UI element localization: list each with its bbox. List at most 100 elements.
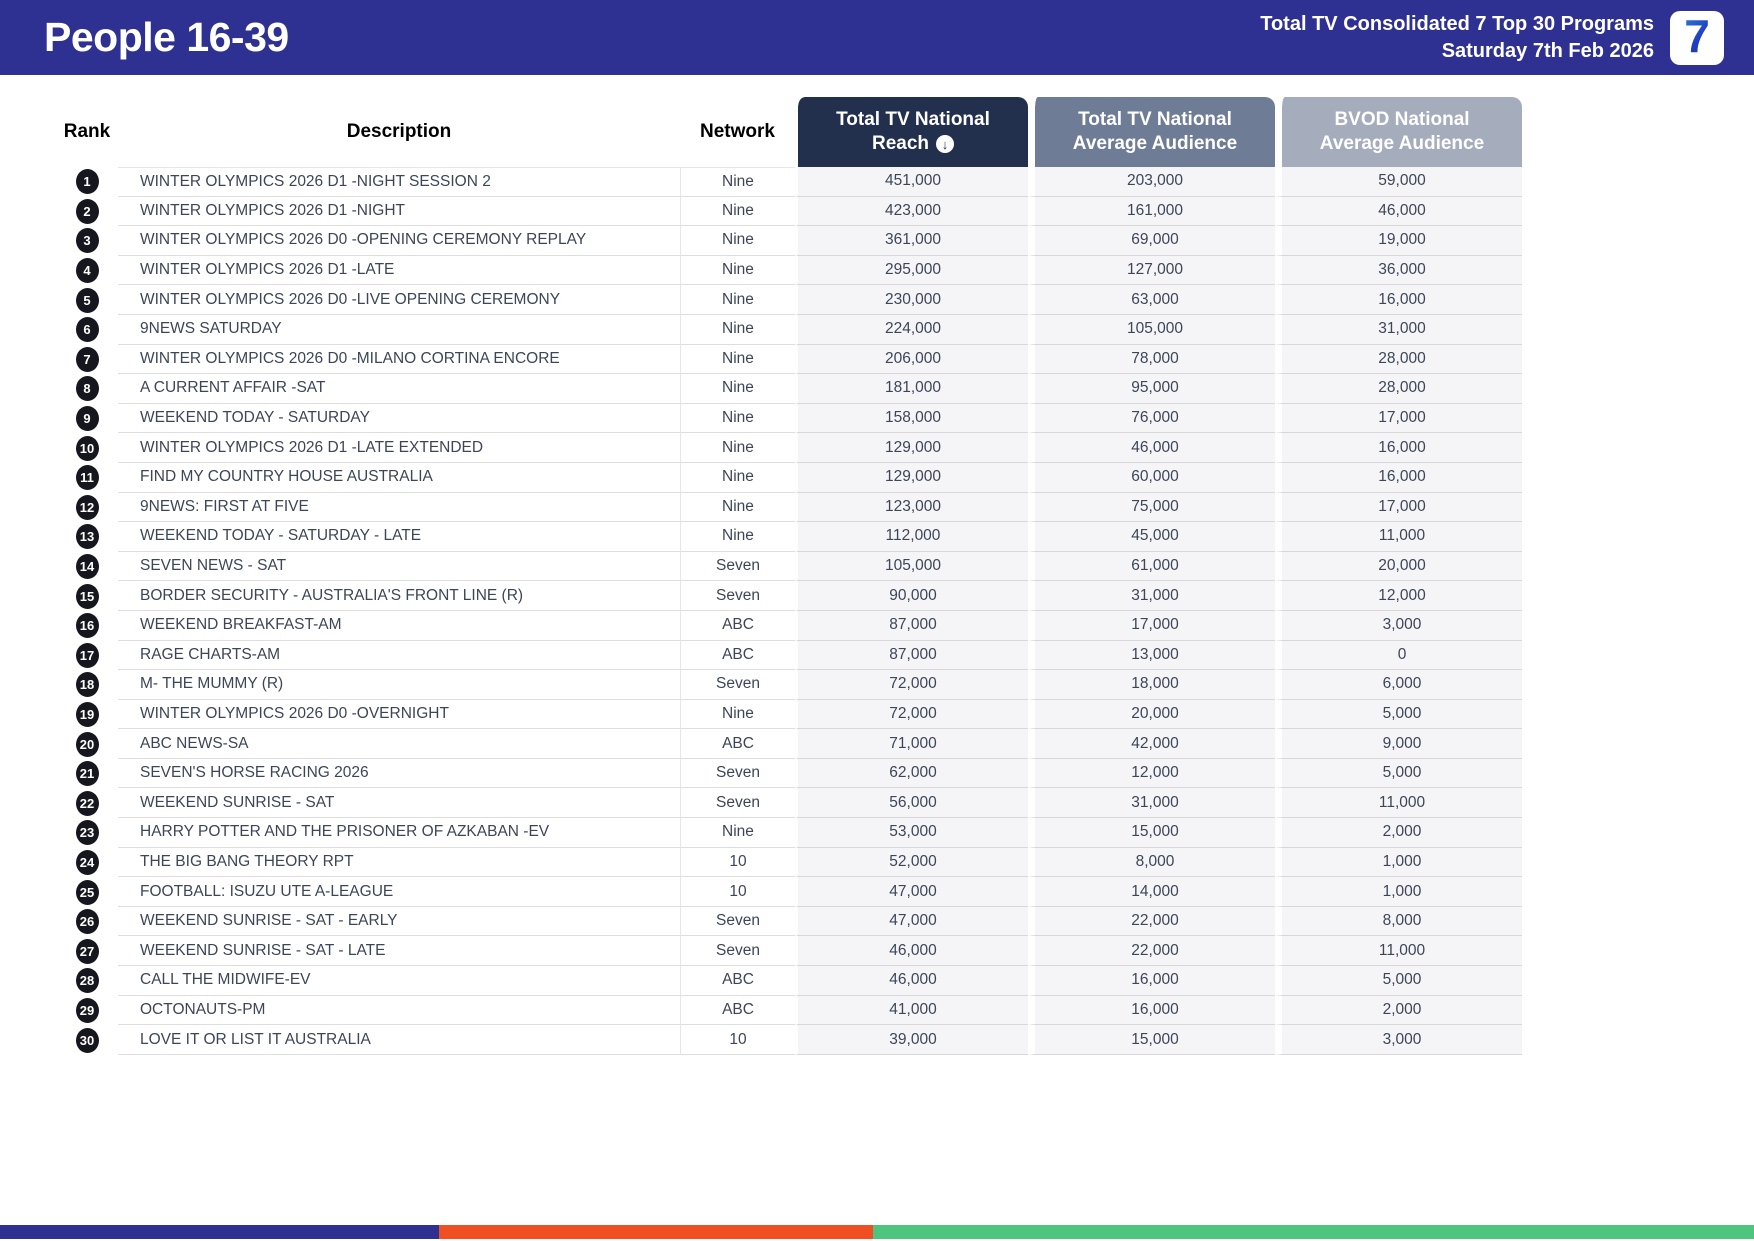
table-header-row: Rank Description Network Total TV Nation… [56,97,1522,167]
total-tv-reach-value-cell: 361,000 [795,226,1028,256]
report-subtitle-line1: Total TV Consolidated 7 Top 30 Programs [1260,12,1654,35]
network-cell: Seven [680,581,795,611]
rank-badge: 28 [75,968,99,994]
total-tv-avg-audience-value-cell: 15,000 [1028,1025,1275,1055]
description-cell: BORDER SECURITY - AUSTRALIA'S FRONT LINE… [118,581,680,611]
rank-cell: 26 [56,907,118,937]
total-tv-avg-audience-value-cell: 8,000 [1028,847,1275,878]
rank-cell: 9 [56,404,118,434]
bvod-avg-audience-value-cell: 16,000 [1275,462,1522,493]
rank-badge: 2 [75,198,99,224]
description-cell: FIND MY COUNTRY HOUSE AUSTRALIA [118,463,680,493]
total-tv-reach-value-cell: 230,000 [795,285,1028,315]
network-cell: Nine [680,196,795,227]
bvod-avg-audience-value-cell: 28,000 [1275,374,1522,404]
description-cell: HARRY POTTER AND THE PRISONER OF AZKABAN… [118,818,680,848]
sort-descending-icon[interactable]: ↓ [936,135,955,153]
rank-cell: 7 [56,345,118,375]
total-tv-avg-audience-value-cell: 105,000 [1028,314,1275,345]
description-cell: WINTER OLYMPICS 2026 D1 -NIGHT [118,197,680,227]
table-row: 16 WEEKEND BREAKFAST-AM ABC 87,000 17,000 3,0… [56,610,1522,641]
total-tv-reach-value-cell: 295,000 [795,255,1028,286]
total-tv-avg-audience-value-cell: 16,000 [1028,995,1275,1026]
total-tv-avg-audience-value-cell: 20,000 [1028,699,1275,730]
rank-badge: 19 [75,701,99,727]
total-tv-reach-value-cell: 206,000 [795,344,1028,375]
total-tv-avg-audience-value-cell: 14,000 [1028,877,1275,907]
bvod-avg-audience-value-cell: 11,000 [1275,936,1522,967]
rank-cell: 22 [56,788,118,818]
total-tv-reach-value-cell: 47,000 [795,877,1028,907]
total-tv-reach-value-cell: 56,000 [795,788,1028,819]
total-tv-avg-audience-value-cell: 31,000 [1028,581,1275,611]
table-row: 18 M- THE MUMMY (R) Seven 72,000 18,000 6,000 [56,670,1522,700]
column-header-rank: Rank [63,121,111,142]
total-tv-reach-value-cell: 129,000 [795,433,1028,463]
total-tv-avg-audience-value-cell: 46,000 [1028,433,1275,463]
rank-badge: 12 [75,494,99,520]
description-cell: WINTER OLYMPICS 2026 D0 -MILANO CORTINA … [118,345,680,375]
network-cell: Nine [680,492,795,523]
total-tv-avg-audience-value-cell: 12,000 [1028,758,1275,789]
network-cell: Nine [680,226,795,256]
column-header-total-tv-reach[interactable]: Total TV National Reach ↓ [795,97,1028,167]
network-cell: Nine [680,403,795,434]
table-row: 12 9NEWS: FIRST AT FIVE Nine 123,000 75,000 1… [56,492,1522,523]
rank-cell: 25 [56,877,118,907]
bvod-avg-audience-value-cell: 17,000 [1275,492,1522,523]
network-cell: Seven [680,788,795,819]
table-row: 25 FOOTBALL: ISUZU UTE A-LEAGUE 10 47,000 14… [56,877,1522,907]
total-tv-reach-value-cell: 105,000 [795,551,1028,582]
total-tv-reach-value-cell: 46,000 [795,936,1028,967]
bvod-avg-audience-value-cell: 3,000 [1275,610,1522,641]
rank-badge: 15 [75,583,99,609]
total-tv-reach-value-cell: 158,000 [795,403,1028,434]
bvod-avg-audience-value-cell: 59,000 [1275,167,1522,197]
rank-cell: 17 [56,641,118,671]
total-tv-reach-value-cell: 87,000 [795,640,1028,671]
bvod-header-line2: Average Audience [1319,133,1485,154]
table-row: 24 THE BIG BANG THEORY RPT 10 52,000 8,000 1,… [56,847,1522,878]
network-cell: ABC [680,729,795,759]
rank-badge: 30 [75,1027,99,1053]
total-tv-avg-audience-value-cell: 203,000 [1028,167,1275,197]
table-row: 3 WINTER OLYMPICS 2026 D0 -OPENING CEREMO… [56,226,1522,256]
bvod-avg-audience-value-cell: 11,000 [1275,522,1522,552]
rank-cell: 2 [56,197,118,227]
network-cell: Seven [680,758,795,789]
rank-badge: 17 [75,642,99,668]
total-tv-reach-value-cell: 47,000 [795,906,1028,937]
bvod-avg-audience-value-cell: 9,000 [1275,729,1522,759]
rank-cell: 1 [56,167,118,197]
bvod-avg-audience-value-cell: 8,000 [1275,906,1522,937]
table-row: 21 SEVEN'S HORSE RACING 2026 Seven 62,000 12… [56,758,1522,789]
network-cell: ABC [680,995,795,1026]
total-tv-avg-audience-value-cell: 161,000 [1028,196,1275,227]
total-tv-avg-audience-value-cell: 22,000 [1028,906,1275,937]
bvod-avg-audience-value-cell: 16,000 [1275,285,1522,315]
bvod-avg-audience-value-cell: 5,000 [1275,966,1522,996]
description-cell: WEEKEND SUNRISE - SAT - EARLY [118,907,680,937]
total-tv-reach-value-cell: 451,000 [795,167,1028,197]
description-cell: 9NEWS SATURDAY [118,315,680,345]
rank-badge: 25 [75,879,99,905]
bvod-avg-audience-value-cell: 0 [1275,640,1522,671]
table-row: 28 CALL THE MIDWIFE-EV ABC 46,000 16,000 5,00… [56,966,1522,996]
rank-badge: 24 [75,849,99,875]
network-cell: ABC [680,966,795,996]
total-tv-avg-audience-value-cell: 63,000 [1028,285,1275,315]
table-row: 11 FIND MY COUNTRY HOUSE AUSTRALIA Nine 129… [56,462,1522,493]
seven-logo-glyph: 7 [1684,9,1710,62]
bvod-avg-audience-value-cell: 3,000 [1275,1025,1522,1055]
network-cell: Nine [680,285,795,315]
total-tv-avg-audience-value-cell: 16,000 [1028,966,1275,996]
table-row: 13 WEEKEND TODAY - SATURDAY - LATE Nine 112… [56,522,1522,552]
rank-cell: 28 [56,966,118,996]
network-cell: Seven [680,670,795,700]
rank-cell: 20 [56,729,118,759]
table-row: 29 OCTONAUTS-PM ABC 41,000 16,000 2,000 [56,995,1522,1026]
description-cell: THE BIG BANG THEORY RPT [118,848,680,878]
total-tv-reach-value-cell: 53,000 [795,818,1028,848]
description-cell: M- THE MUMMY (R) [118,670,680,700]
bvod-avg-audience-value-cell: 20,000 [1275,551,1522,582]
